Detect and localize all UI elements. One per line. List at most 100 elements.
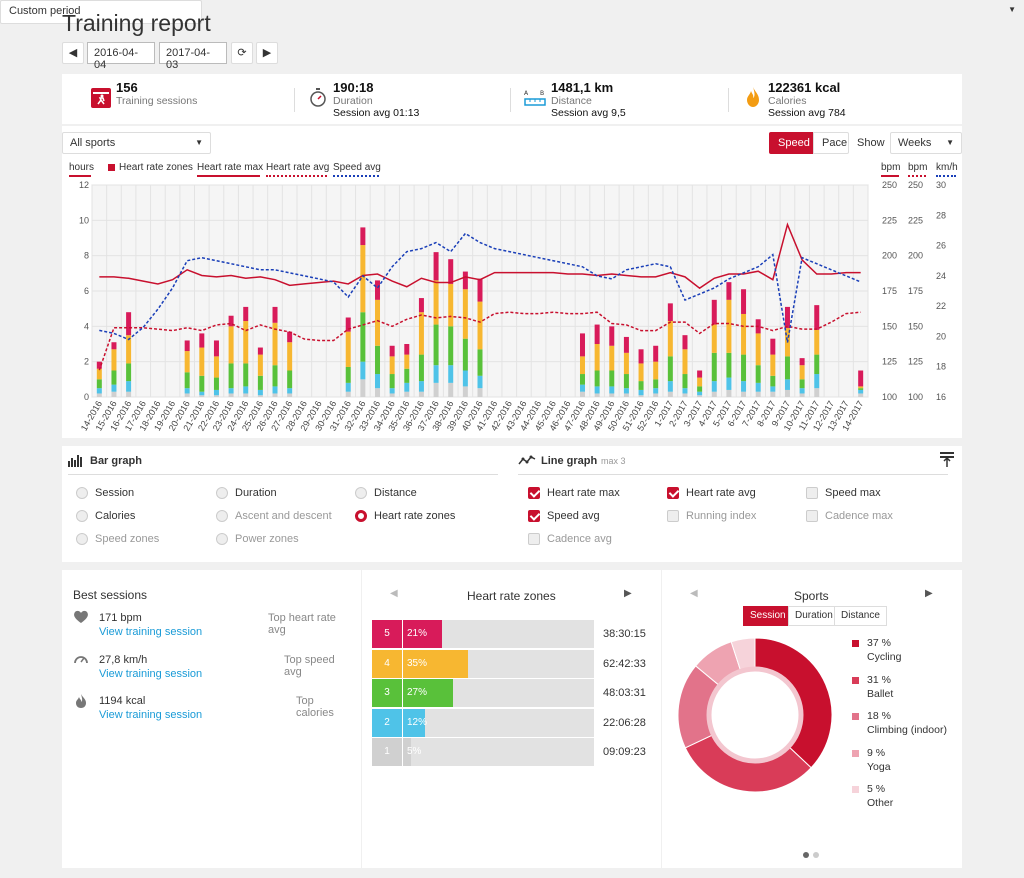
checkbox[interactable]	[806, 487, 818, 499]
bar-zone-2	[272, 386, 278, 394]
sports-prev-arrow[interactable]: ◀	[690, 588, 698, 599]
y-tick-kmh: 18	[936, 362, 946, 372]
sport-value: All sports	[70, 137, 116, 149]
radio-button[interactable]	[355, 510, 367, 522]
checkbox[interactable]	[528, 533, 540, 545]
training-chart: 0246810121001251501752002252501001251501…	[79, 180, 946, 433]
option-label: Running index	[686, 510, 757, 522]
next-period-button[interactable]: ▶	[256, 42, 278, 64]
sports-tab-session[interactable]: Session	[743, 606, 793, 626]
bar-zone-2	[799, 388, 805, 394]
caret-down-icon: ▼	[946, 138, 954, 147]
checkbox[interactable]	[667, 510, 679, 522]
bar-option-session[interactable]: Session	[76, 487, 134, 499]
radio-button[interactable]	[216, 487, 228, 499]
bar-zone-1	[345, 391, 351, 397]
bar-zone-1	[389, 393, 395, 397]
sports-tab-duration[interactable]: Duration	[788, 606, 839, 626]
bar-zone-5	[799, 358, 805, 366]
radio-button[interactable]	[76, 533, 88, 545]
legend-hr-avg: Heart rate avg	[266, 162, 330, 173]
view-session-link[interactable]: View training session	[99, 709, 203, 721]
pager-dot-active[interactable]	[803, 852, 809, 858]
bar-zone-1	[257, 395, 263, 397]
legend-swatch	[852, 749, 859, 757]
bar-zone-3	[477, 349, 483, 376]
divider	[294, 88, 295, 112]
line-option-heart-rate-avg[interactable]: Heart rate avg	[667, 487, 756, 499]
radio-button[interactable]	[76, 487, 88, 499]
zone-percent-bar: 27%	[402, 679, 453, 708]
pager-dot[interactable]	[813, 852, 819, 858]
hr-next-arrow[interactable]: ▶	[624, 588, 632, 599]
checkbox[interactable]	[528, 510, 540, 522]
sports-tab-distance[interactable]: Distance	[834, 606, 887, 626]
checkbox[interactable]	[528, 487, 540, 499]
bar-graph-icon	[68, 454, 83, 467]
interval-select[interactable]: Weeks ▼	[890, 132, 962, 154]
view-session-link[interactable]: View training session	[99, 668, 203, 680]
sports-title: Sports	[794, 589, 829, 603]
bar-zone-3	[96, 379, 102, 389]
legend-underline	[333, 175, 379, 177]
bar-zone-3	[623, 374, 629, 389]
bar-zone-1	[272, 393, 278, 397]
hr-zone-row: 5 21%	[372, 620, 594, 648]
bar-zone-5	[697, 370, 703, 378]
bar-zone-2	[814, 374, 820, 389]
bar-option-speed-zones[interactable]: Speed zones	[76, 533, 159, 545]
checkbox[interactable]	[806, 510, 818, 522]
radio-button[interactable]	[216, 510, 228, 522]
bar-option-duration[interactable]: Duration	[216, 487, 277, 499]
export-icon	[940, 452, 954, 467]
bar-option-ascent-and-descent[interactable]: Ascent and descent	[216, 510, 332, 522]
date-from-input[interactable]: 2016-04-04	[87, 42, 155, 71]
bar-zone-5	[272, 306, 278, 323]
line-option-heart-rate-max[interactable]: Heart rate max	[528, 487, 620, 499]
bar-zone-4	[741, 313, 747, 355]
bar-zone-3	[213, 377, 219, 390]
bar-zone-4	[755, 333, 761, 366]
bar-option-calories[interactable]: Calories	[76, 510, 135, 522]
bar-zone-4	[433, 280, 439, 325]
radio-button[interactable]	[355, 487, 367, 499]
bar-option-distance[interactable]: Distance	[355, 487, 417, 499]
line-option-running-index[interactable]: Running index	[667, 510, 756, 522]
pace-toggle[interactable]: Pace	[813, 132, 849, 154]
line-graph-note: max 3	[601, 456, 626, 466]
line-option-cadence-max[interactable]: Cadence max	[806, 510, 893, 522]
radio-button[interactable]	[76, 510, 88, 522]
calendar-run-icon	[91, 88, 111, 108]
bar-option-heart-rate-zones[interactable]: Heart rate zones	[355, 510, 455, 522]
export-button[interactable]	[940, 452, 954, 468]
prev-period-button[interactable]: ◀	[62, 42, 84, 64]
option-label: Heart rate zones	[374, 510, 456, 522]
refresh-button[interactable]: ⟳	[231, 42, 253, 64]
bar-zone-3	[243, 363, 249, 387]
option-label: Ascent and descent	[235, 510, 332, 522]
zone-number: 3	[372, 679, 402, 708]
period-select[interactable]: Custom period ▼	[0, 0, 1016, 24]
bar-zone-3	[755, 365, 761, 383]
bar-zone-3	[579, 374, 585, 385]
caret-down-icon: ▼	[1008, 5, 1016, 14]
line-option-speed-avg[interactable]: Speed avg	[528, 510, 600, 522]
bar-zone-2	[418, 381, 424, 392]
date-to-input[interactable]: 2017-04-03	[159, 42, 227, 71]
sports-next-arrow[interactable]: ▶	[925, 588, 933, 599]
line-option-cadence-avg[interactable]: Cadence avg	[528, 533, 612, 545]
hr-prev-arrow[interactable]: ◀	[390, 588, 398, 599]
view-session-link[interactable]: View training session	[99, 626, 203, 638]
line-option-speed-max[interactable]: Speed max	[806, 487, 881, 499]
sport-select[interactable]: All sports ▼	[62, 132, 211, 154]
bar-zone-5	[858, 370, 864, 387]
bar-zone-1	[579, 391, 585, 397]
radio-button[interactable]	[216, 533, 228, 545]
speed-toggle[interactable]: Speed	[769, 132, 819, 154]
bar-zone-2	[741, 381, 747, 392]
stopwatch-icon	[308, 86, 328, 108]
donut-slice[interactable]	[754, 637, 833, 769]
checkbox[interactable]	[667, 487, 679, 499]
bar-zone-4	[184, 351, 190, 373]
bar-option-power-zones[interactable]: Power zones	[216, 533, 299, 545]
